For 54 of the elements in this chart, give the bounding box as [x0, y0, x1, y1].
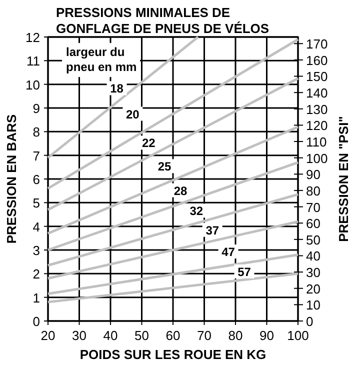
x-tick-label: 80: [228, 328, 243, 343]
y-axis-title: PRESSION EN BARS: [4, 114, 19, 244]
y-tick-label: 2: [32, 266, 40, 282]
x-tick-label: 60: [166, 328, 180, 343]
x-axis-title: POIDS SUR LES ROUE EN KG: [80, 347, 266, 362]
y2-axis-title: PRESSION EN "PSI": [336, 116, 351, 242]
y-tick-label: 12: [26, 30, 40, 45]
x-tick-label: 100: [287, 328, 309, 343]
y2-tick-label: 170: [306, 36, 328, 52]
y2-tick-label: 20: [306, 281, 320, 296]
series-label: 57: [238, 264, 252, 279]
series-label: 22: [142, 136, 156, 150]
y-tick-label: 4: [32, 219, 40, 234]
y-tick-label: 3: [32, 243, 40, 258]
x-tick-label: 30: [72, 328, 86, 343]
series-label: 37: [206, 223, 220, 238]
series-label: 47: [222, 245, 236, 260]
series-label: 20: [126, 107, 140, 122]
y2-tick-label: 140: [306, 86, 328, 101]
chart-title: PRESSIONS MINIMALES DE GONFLAGE DE PNEUS DE VÉLOS: [56, 5, 270, 36]
y2-tick-label: 160: [306, 52, 328, 68]
y2-tick-label: 60: [306, 216, 320, 232]
y2-tick-label: 120: [306, 118, 328, 134]
y2-tick-label: 50: [306, 232, 320, 248]
y-tick-label: 8: [32, 124, 40, 140]
y2-tick-label: 100: [306, 150, 328, 166]
y2-tick-label: 80: [306, 183, 320, 198]
y-tick-label: 9: [32, 101, 40, 116]
y-tick-label: 0: [32, 314, 40, 329]
y-tick-label: 10: [26, 77, 40, 92]
y2-tick-label: 130: [306, 102, 328, 117]
x-tick-label: 90: [260, 328, 274, 343]
y-tick-label: 5: [32, 196, 40, 211]
series-label: 18: [110, 82, 124, 96]
series-label: 28: [174, 184, 188, 198]
y-tick-label: 11: [26, 54, 40, 69]
y2-tick-label: 0: [306, 314, 314, 329]
y2-tick-label: 70: [306, 200, 320, 215]
y-tick-label: 1: [32, 290, 40, 306]
y-tick-label: 6: [32, 172, 40, 187]
series-label: 25: [158, 160, 172, 174]
y-tick-label: 7: [32, 148, 40, 164]
series-label: 32: [190, 204, 204, 218]
y2-tick-label: 10: [306, 298, 320, 313]
y2-tick-label: 30: [306, 265, 320, 280]
x-tick-label: 70: [197, 328, 212, 343]
x-tick-label: 50: [134, 328, 149, 343]
legend-title: largeur du pneu en mm: [66, 45, 137, 74]
y2-tick-label: 90: [306, 167, 320, 182]
y2-tick-label: 150: [306, 69, 328, 84]
x-tick-label: 20: [40, 328, 56, 343]
y2-tick-label: 40: [306, 248, 320, 264]
x-tick-label: 40: [103, 328, 118, 343]
y2-tick-label: 110: [306, 134, 327, 150]
